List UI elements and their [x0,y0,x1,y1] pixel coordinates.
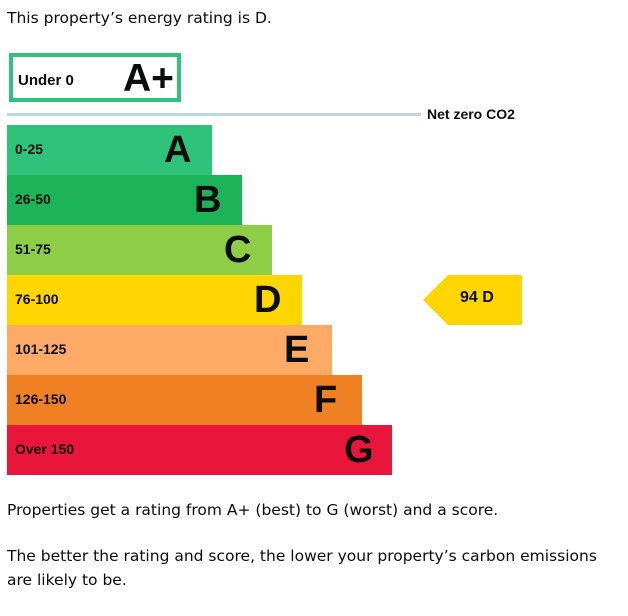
band-e-letter: E [284,329,310,371]
band-d-letter: D [254,279,282,321]
current-rating-arrow [423,275,522,325]
carbon-explanation: The better the rating and score, the low… [7,547,597,589]
band-f: 126-150 F [7,375,362,425]
band-g-letter: G [344,429,374,471]
band-f-range: 126-150 [15,391,67,407]
band-a-plus: Under 0 A+ [9,53,181,102]
band-d: 76-100 D [7,275,302,325]
band-b-range: 26-50 [15,191,51,207]
band-d-range: 76-100 [15,291,59,307]
band-a-plus-letter: A+ [123,57,174,100]
current-rating-label: 94 D [460,289,494,306]
band-g: Over 150 G [7,425,392,475]
intro-text: This property’s energy rating is D. [7,9,272,27]
band-f-letter: F [314,379,338,421]
band-a-plus-range: Under 0 [18,72,74,89]
band-c: 51-75 C [7,225,272,275]
band-a-letter: A [164,129,192,171]
band-b: 26-50 B [7,175,242,225]
current-rating-marker [423,275,522,325]
band-e: 101-125 E [7,325,332,375]
band-g-range: Over 150 [15,441,75,457]
rating-explanation: Properties get a rating from A+ (best) t… [7,501,499,519]
band-e-range: 101-125 [15,341,67,357]
band-c-range: 51-75 [15,241,51,257]
net-zero-label: Net zero CO2 [427,106,515,122]
band-a: 0-25 A [7,125,212,175]
band-c-letter: C [224,229,252,271]
net-zero-line [7,113,421,116]
band-b-letter: B [194,179,222,221]
band-a-range: 0-25 [15,141,44,157]
